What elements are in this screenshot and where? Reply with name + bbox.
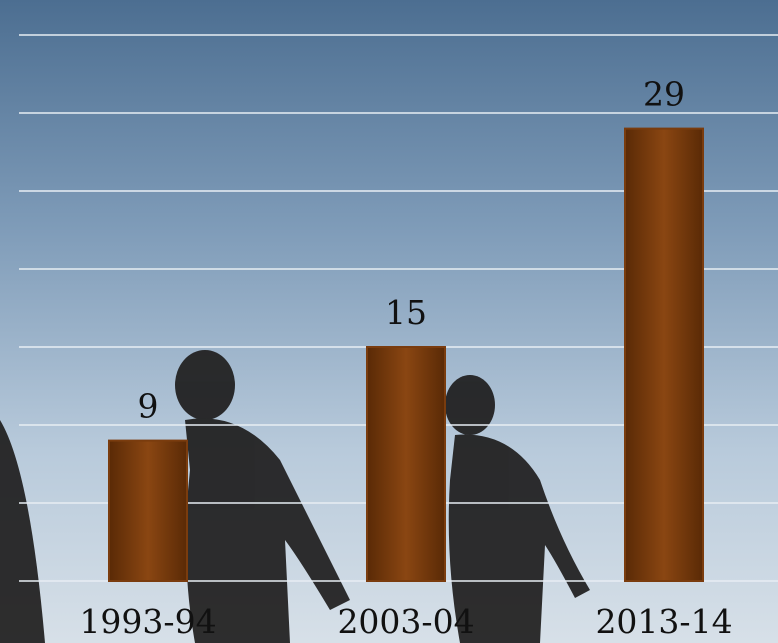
chart: 9 1993-94 15 2003-04 29 2013-14: [0, 0, 778, 643]
x-tick-label: 1993-94: [79, 602, 216, 641]
bar: [367, 347, 445, 581]
value-label: 29: [643, 75, 685, 114]
value-label: 15: [385, 293, 427, 332]
x-tick-label: 2013-14: [595, 602, 732, 641]
bar: [625, 129, 703, 581]
x-tick-label: 2003-04: [337, 602, 474, 641]
bar: [109, 441, 187, 581]
value-label: 9: [138, 387, 159, 426]
page: {"chart_data": {"type": "bar", "categori…: [0, 0, 778, 643]
